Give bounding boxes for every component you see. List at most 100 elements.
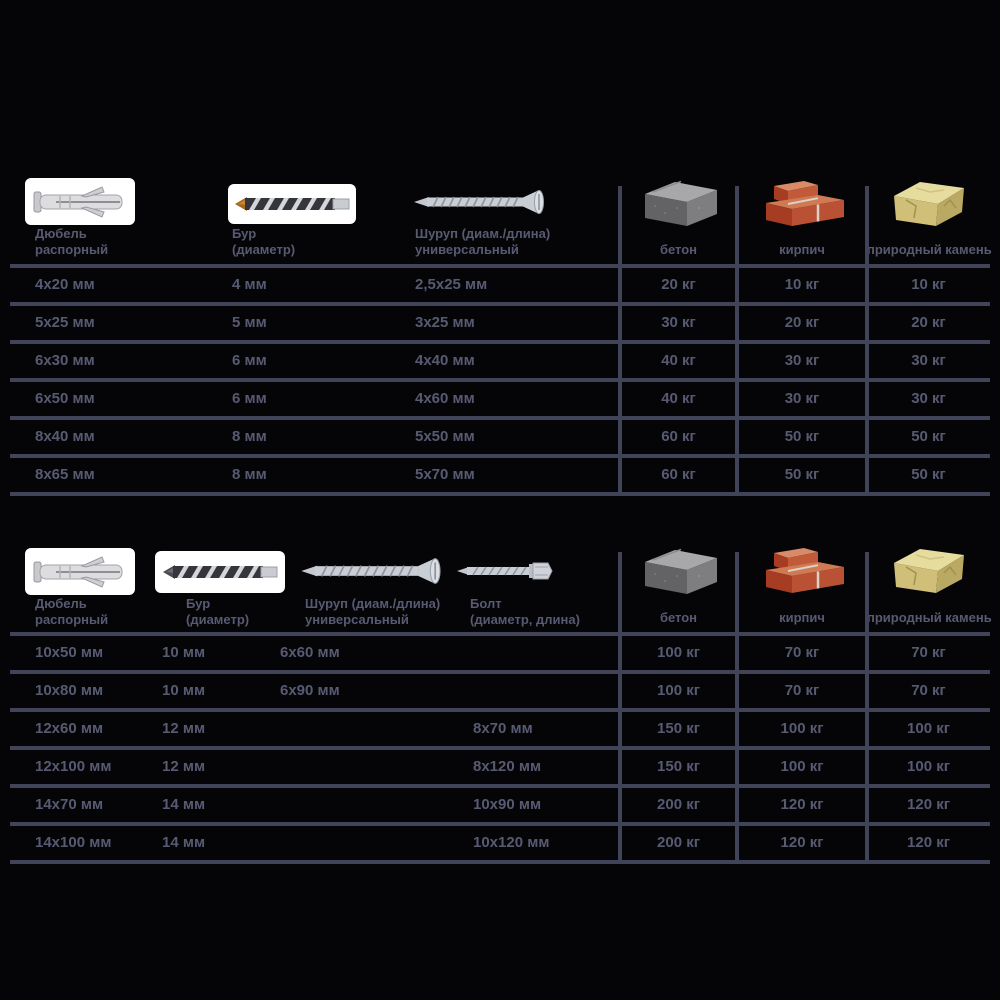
- row-divider: [10, 492, 990, 496]
- row-divider: [10, 340, 990, 344]
- concrete-block-icon: [645, 180, 717, 226]
- cell-screw-size: 4x40 мм: [415, 352, 475, 369]
- stone-icon: [894, 182, 964, 226]
- cell-load-stone: 30 кг: [911, 352, 946, 369]
- cell-bolt-size: 10x90 мм: [473, 796, 542, 813]
- column-divider: [618, 552, 622, 864]
- brick-image: [760, 543, 848, 597]
- table-row: 10x80 мм 10 мм 6x90 мм 100 кг 70 кг 70 к…: [0, 674, 1000, 708]
- header-stone: природный камень: [867, 242, 992, 257]
- cell-screw-size: 5x70 мм: [415, 466, 475, 483]
- stone-image: [886, 545, 972, 597]
- header-screw: Шуруп (диам./длина) универсальный: [305, 596, 441, 627]
- cell-load-brick: 120 кг: [780, 796, 824, 813]
- row-divider: [10, 416, 990, 420]
- drill-bit-image: [155, 551, 285, 593]
- cell-bolt-size: 8x120 мм: [473, 758, 542, 775]
- cell-screw-size: 6x90 мм: [280, 682, 340, 699]
- cell-drill-diameter: 4 мм: [232, 276, 267, 293]
- cell-dowel-size: 8x40 мм: [35, 428, 95, 445]
- cell-drill-diameter: 8 мм: [232, 466, 267, 483]
- row-divider: [10, 708, 990, 712]
- cell-load-brick: 70 кг: [784, 644, 820, 661]
- cell-drill-diameter: 14 мм: [162, 796, 206, 813]
- column-divider: [865, 186, 869, 496]
- cell-drill-diameter: 8 мм: [232, 428, 267, 445]
- cell-load-stone: 50 кг: [911, 466, 946, 483]
- cell-dowel-size: 12x100 мм: [35, 758, 112, 775]
- cell-load-concrete: 150 кг: [657, 720, 700, 737]
- concrete-block-icon: [645, 548, 717, 594]
- cell-load-brick: 120 кг: [780, 834, 824, 851]
- cell-screw-size: 5x50 мм: [415, 428, 475, 445]
- table-row: 6x50 мм 6 мм 4x60 мм 40 кг 30 кг 30 кг: [0, 382, 1000, 416]
- cell-load-concrete: 100 кг: [657, 644, 700, 661]
- cell-load-stone: 120 кг: [907, 796, 950, 813]
- table-row: 6x30 мм 6 мм 4x40 мм 40 кг 30 кг 30 кг: [0, 344, 1000, 378]
- screw-icon: [301, 558, 441, 584]
- header-bolt: Болт (диаметр, длина): [470, 596, 580, 627]
- cell-bolt-size: 8x70 мм: [473, 720, 533, 737]
- cell-load-brick: 70 кг: [784, 682, 820, 699]
- row-divider: [10, 746, 990, 750]
- cell-drill-diameter: 14 мм: [162, 834, 206, 851]
- cell-load-concrete: 60 кг: [661, 466, 696, 483]
- cell-dowel-size: 5x25 мм: [35, 314, 95, 331]
- header-drill: Бур (диаметр): [232, 226, 296, 257]
- cell-load-concrete: 30 кг: [661, 314, 696, 331]
- dowel-image: [25, 548, 135, 595]
- header-stone: природный камень: [867, 610, 992, 625]
- table-row: 8x40 мм 8 мм 5x50 мм 60 кг 50 кг 50 кг: [0, 420, 1000, 454]
- row-divider: [10, 822, 990, 826]
- cell-dowel-size: 10x50 мм: [35, 644, 104, 661]
- screw-image: [413, 186, 548, 218]
- header-concrete: бетон: [659, 610, 698, 625]
- cell-screw-size: 6x60 мм: [280, 644, 340, 661]
- cell-load-stone: 10 кг: [911, 276, 946, 293]
- cell-load-concrete: 200 кг: [657, 796, 700, 813]
- cell-load-brick: 30 кг: [784, 390, 820, 407]
- cell-load-stone: 20 кг: [911, 314, 946, 331]
- cell-load-concrete: 100 кг: [657, 682, 700, 699]
- cell-load-brick: 100 кг: [780, 758, 824, 775]
- cell-drill-diameter: 12 мм: [162, 720, 206, 737]
- stone-image: [886, 178, 972, 230]
- row-divider: [10, 454, 990, 458]
- cell-dowel-size: 8x65 мм: [35, 466, 95, 483]
- table-row: 8x65 мм 8 мм 5x70 мм 60 кг 50 кг 50 кг: [0, 458, 1000, 492]
- table-row: 10x50 мм 10 мм 6x60 мм 100 кг 70 кг 70 к…: [0, 636, 1000, 670]
- cell-drill-diameter: 6 мм: [232, 390, 267, 407]
- cell-load-brick: 50 кг: [784, 466, 820, 483]
- cell-load-stone: 30 кг: [911, 390, 946, 407]
- concrete-block-image: [639, 546, 723, 596]
- table-row: 12x100 мм 12 мм 8x120 мм 150 кг 100 кг 1…: [0, 750, 1000, 784]
- bolt-icon: [457, 562, 553, 580]
- column-divider: [735, 552, 739, 864]
- row-divider: [10, 632, 990, 636]
- row-divider: [10, 860, 990, 864]
- brick-icon: [766, 181, 844, 226]
- cell-load-stone: 70 кг: [911, 644, 946, 661]
- dowel-icon: [33, 185, 123, 218]
- cell-load-stone: 70 кг: [911, 682, 946, 699]
- cell-load-concrete: 150 кг: [657, 758, 700, 775]
- header-screw: Шуруп (диам./длина) универсальный: [415, 226, 551, 257]
- cell-load-concrete: 200 кг: [657, 834, 700, 851]
- cell-load-concrete: 60 кг: [661, 428, 696, 445]
- table-row: 14x100 мм 14 мм 10x120 мм 200 кг 120 кг …: [0, 826, 1000, 860]
- cell-dowel-size: 6x30 мм: [35, 352, 95, 369]
- table-row: 5x25 мм 5 мм 3x25 мм 30 кг 20 кг 20 кг: [0, 306, 1000, 340]
- cell-bolt-size: 10x120 мм: [473, 834, 550, 851]
- brick-image: [760, 176, 848, 230]
- row-divider: [10, 670, 990, 674]
- stone-icon: [894, 549, 964, 593]
- cell-load-brick: 20 кг: [784, 314, 820, 331]
- cell-load-concrete: 40 кг: [661, 352, 696, 369]
- header-dowel: Дюбель распорный: [35, 226, 109, 257]
- cell-dowel-size: 14x70 мм: [35, 796, 104, 813]
- header-brick: кирпич: [779, 242, 825, 257]
- cell-screw-size: 3x25 мм: [415, 314, 475, 331]
- bolt-image: [455, 556, 555, 586]
- row-divider: [10, 378, 990, 382]
